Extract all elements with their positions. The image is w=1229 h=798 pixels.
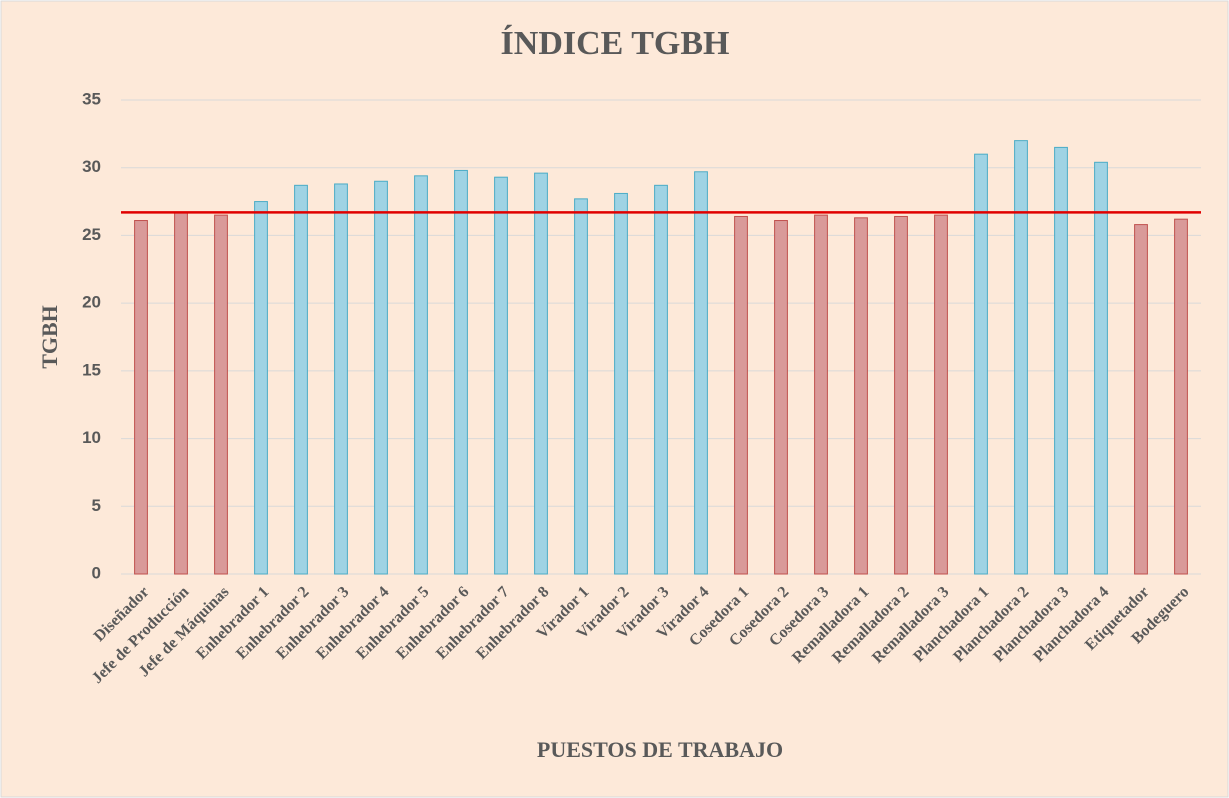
x-axis-label: PUESTOS DE TRABAJO — [537, 737, 783, 762]
bar — [454, 169, 468, 575]
y-tick-label: 15 — [82, 360, 101, 379]
bar — [654, 184, 668, 575]
bar — [494, 176, 508, 575]
y-tick-label: 20 — [82, 293, 101, 312]
y-tick-label: 25 — [82, 225, 101, 244]
bar — [774, 220, 788, 575]
bar — [294, 184, 308, 575]
y-tick-label: 0 — [92, 563, 101, 582]
bar — [414, 175, 428, 575]
bar — [534, 172, 548, 575]
bar — [934, 214, 948, 575]
bar — [1174, 218, 1188, 575]
bar — [134, 220, 148, 575]
y-tick-label: 5 — [92, 496, 101, 515]
bar — [1094, 161, 1108, 575]
y-tick-label: 30 — [82, 157, 101, 176]
bar — [1014, 140, 1028, 575]
y-axis-label: TGBH — [37, 305, 62, 369]
bar — [214, 214, 228, 575]
y-tick-label: 10 — [82, 428, 101, 447]
bar — [574, 198, 588, 575]
chart-title: ÍNDICE TGBH — [501, 25, 730, 62]
bar — [814, 214, 828, 575]
bar — [1134, 224, 1148, 575]
bar — [174, 211, 188, 575]
bar — [974, 153, 988, 575]
bar — [614, 192, 628, 575]
bar — [694, 171, 708, 575]
bar — [334, 183, 348, 575]
bar — [254, 201, 268, 575]
y-tick-label: 35 — [82, 89, 101, 108]
bar — [1054, 146, 1068, 575]
bar — [374, 180, 388, 575]
bar — [854, 217, 868, 575]
bar — [734, 215, 748, 575]
bar — [894, 215, 908, 575]
